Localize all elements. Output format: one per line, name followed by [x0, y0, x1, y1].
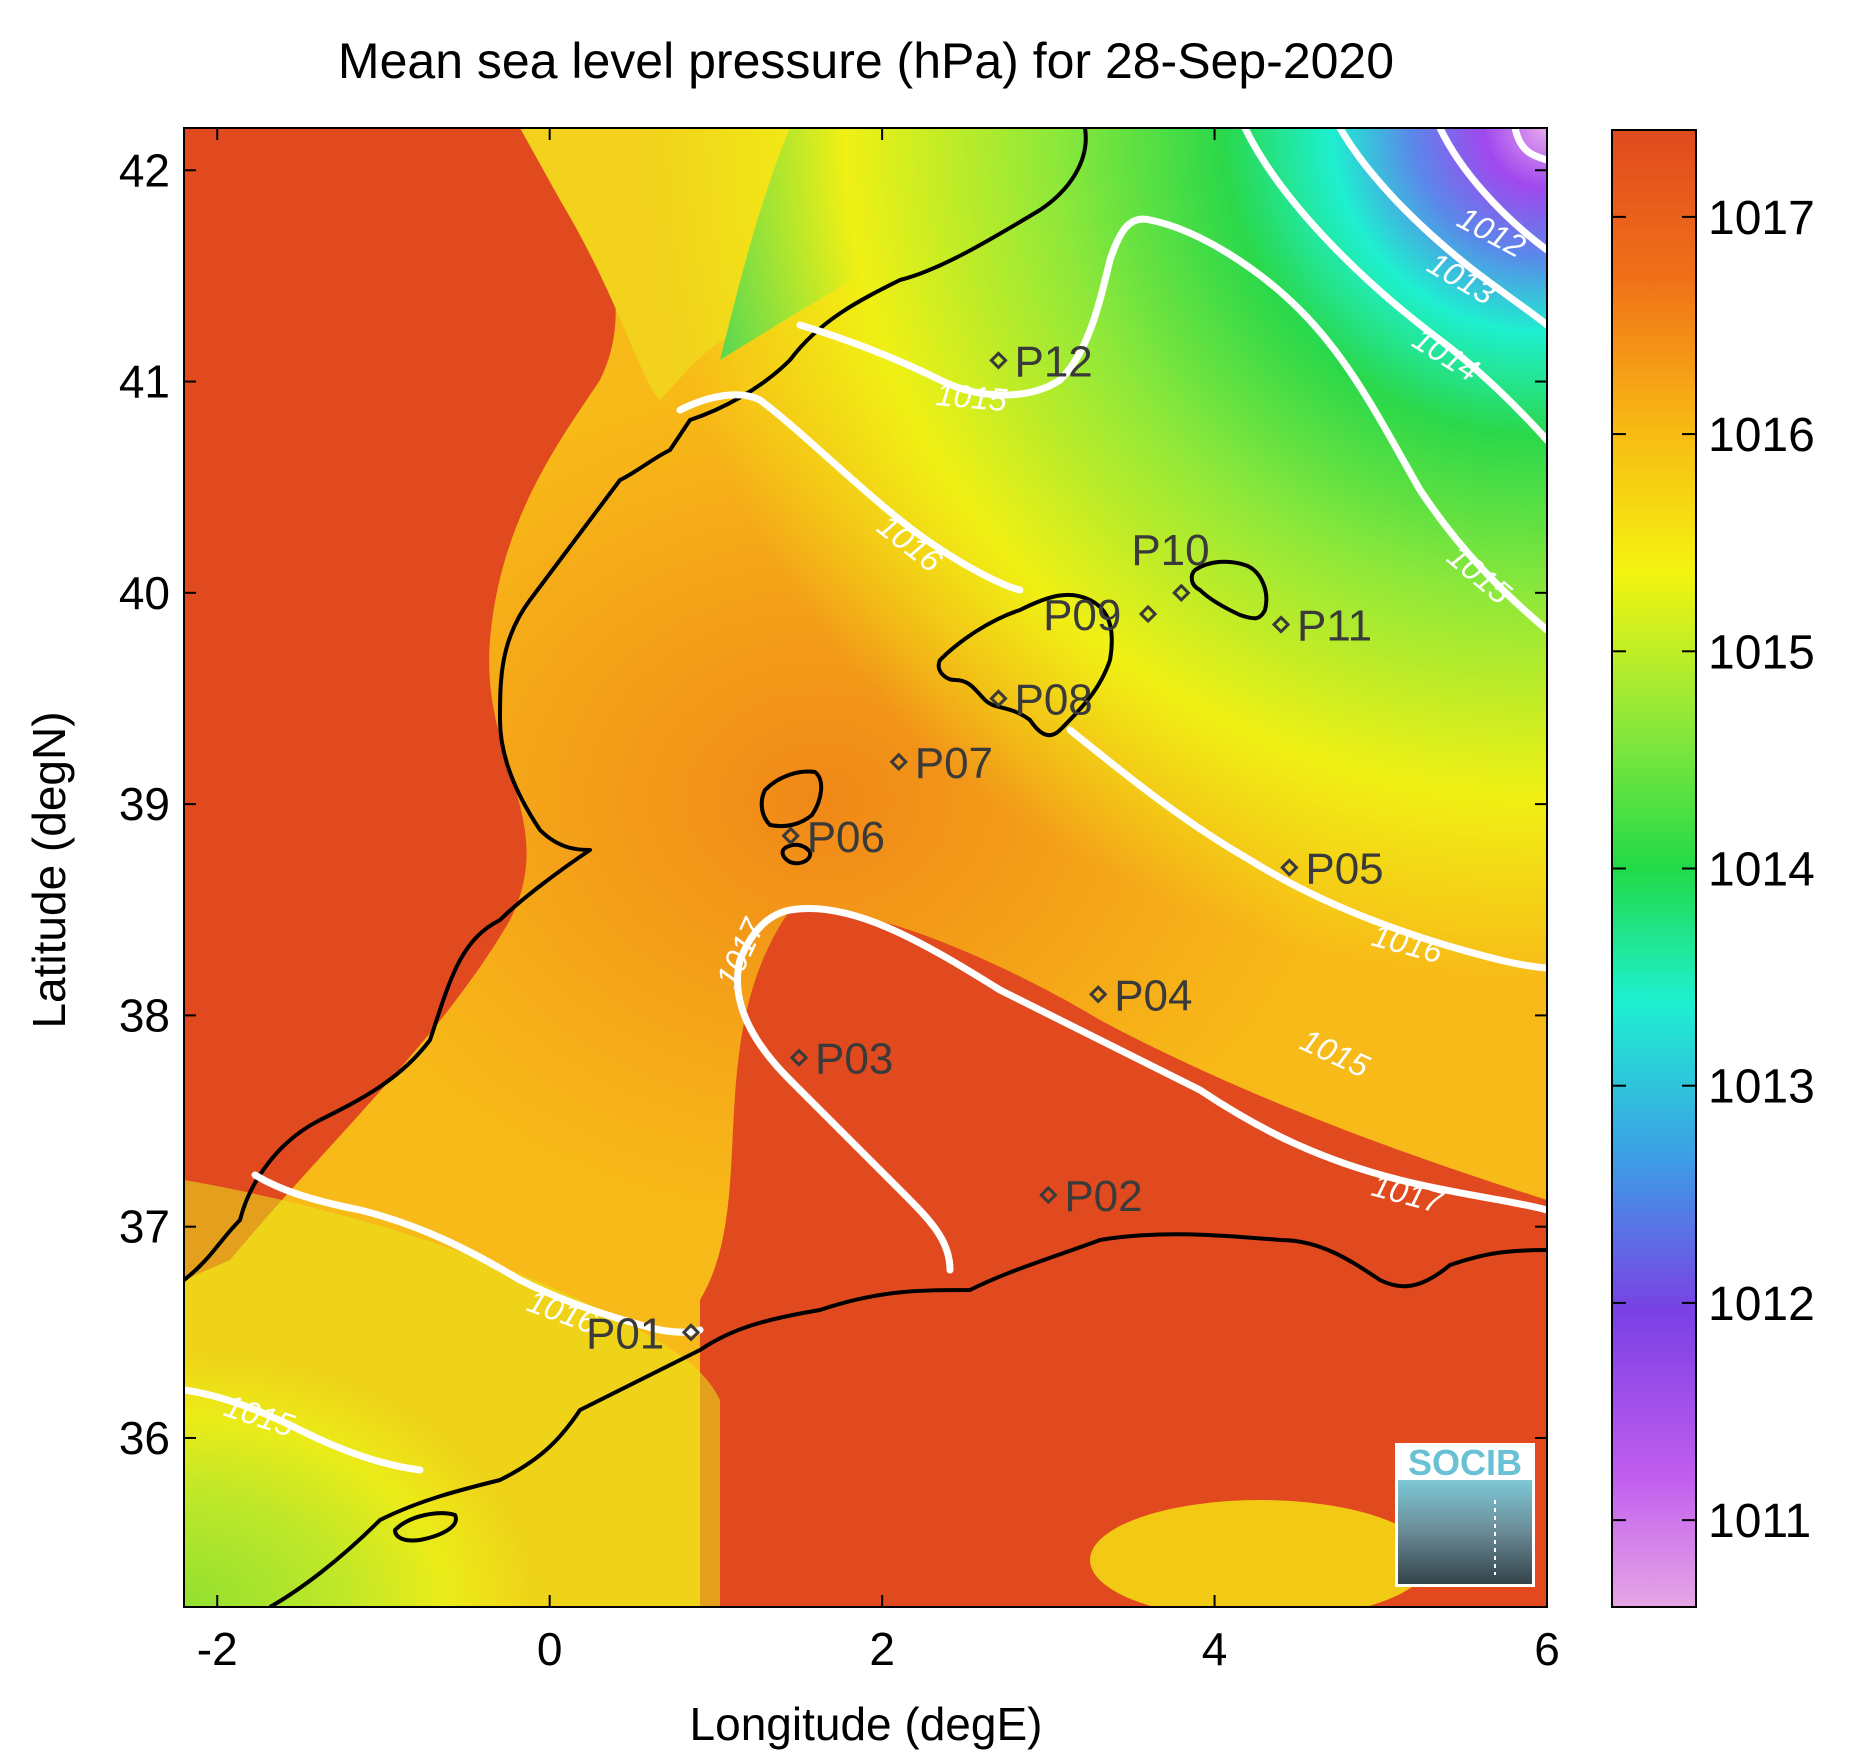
figure-title: Mean sea level pressure (hPa) for 28-Sep… [338, 33, 1394, 89]
station-p06: P06 [781, 813, 885, 862]
isobar-1016-south [251, 1171, 704, 1336]
isobar-1014 [1241, 128, 1547, 444]
station-marker-icon [1039, 1185, 1058, 1205]
socib-logo-text: SOCIB [1408, 1442, 1522, 1483]
isobar-label: 1015 [934, 376, 1008, 418]
colorbar-tick-label: 1011 [1708, 1495, 1811, 1548]
x-axis-label: Longitude (degE) [690, 1698, 1043, 1750]
x-tick-label: 0 [537, 1623, 563, 1675]
station-label: P08 [1014, 675, 1092, 724]
colorbar-tick-label: 1012 [1708, 1278, 1815, 1331]
y-tick-label: 39 [119, 778, 170, 830]
colorbar-tick-label: 1017 [1708, 192, 1815, 245]
isobar-1015-north [796, 215, 1547, 634]
station-p08: P08 [989, 675, 1093, 724]
station-p10: P10 [1131, 526, 1210, 603]
station-label: P04 [1114, 971, 1192, 1020]
station-p05: P05 [1280, 845, 1384, 894]
station-marker-icon [1138, 604, 1158, 624]
station-p07: P07 [889, 739, 993, 788]
menorca-coastline [1189, 559, 1269, 621]
station-label: P03 [815, 1035, 893, 1084]
station-label: P07 [915, 739, 993, 788]
station-p01: P01 [586, 1309, 701, 1358]
station-label: P10 [1131, 526, 1209, 575]
station-label: P01 [586, 1309, 664, 1358]
station-marker-icon [889, 752, 908, 772]
station-marker-icon [989, 689, 1008, 708]
y-tick-label: 38 [119, 989, 170, 1041]
station-marker-icon [1089, 985, 1108, 1004]
isobar-1012b [1436, 128, 1547, 254]
y-tick-label: 37 [119, 1201, 170, 1253]
y-tick-label: 41 [119, 356, 170, 408]
pressure-field [184, 128, 1547, 1607]
x-tick-label: 6 [1534, 1623, 1560, 1675]
colorbar-tick-label: 1014 [1708, 844, 1815, 897]
isobar-1017 [733, 905, 1547, 1274]
station-label: P12 [1014, 337, 1092, 386]
station-marker-icon [1280, 858, 1299, 877]
formentera-coastline [780, 842, 813, 866]
station-p02: P02 [1039, 1172, 1143, 1221]
x-tick-label: 2 [869, 1623, 895, 1675]
isobar-1016-north [676, 391, 1024, 594]
y-tick-label: 42 [119, 144, 170, 196]
station-marker-icon [1271, 615, 1291, 634]
isobar-1012 [1511, 128, 1547, 164]
station-label: P09 [1043, 591, 1121, 640]
station-marker-icon [1172, 583, 1191, 603]
station-p09: P09 [1043, 591, 1158, 640]
station-p04: P04 [1089, 971, 1193, 1020]
station-p12: P12 [989, 337, 1093, 386]
x-tick-label: 4 [1202, 1623, 1228, 1675]
ibiza-coastline [759, 769, 824, 829]
plot-frame [183, 127, 1548, 1608]
isobars [184, 128, 1547, 1474]
station-p11: P11 [1271, 602, 1372, 651]
x-tick-label: -2 [197, 1623, 238, 1675]
station-marker-icon [989, 351, 1008, 370]
isobar-1013 [1336, 128, 1547, 329]
station-marker-icon [681, 1323, 701, 1342]
colorbar: 1011 1012 1013 1014 1015 1016 1017 [1611, 129, 1815, 1608]
y-tick-label: 40 [119, 567, 170, 619]
y-axis-ticks: 36 37 38 39 40 41 42 [119, 144, 1547, 1464]
isobar-1016-east [1066, 726, 1547, 972]
colorbar-tick-label: 1015 [1708, 626, 1815, 679]
iberian-coastline [184, 128, 1088, 1282]
station-label: P06 [807, 813, 885, 862]
station-marker-icon [789, 1048, 809, 1067]
alboran-coastline [393, 1511, 458, 1543]
station-p03: P03 [789, 1035, 893, 1084]
colorbar-ticks: 1011 1012 1013 1014 1015 1016 1017 [1612, 192, 1815, 1548]
mallorca-coastline [936, 592, 1114, 738]
colorbar-tick-label: 1013 [1708, 1061, 1815, 1114]
station-marker-icon [781, 826, 800, 845]
y-axis-label: Latitude (degN) [23, 711, 75, 1028]
station-label: P02 [1064, 1172, 1142, 1221]
north-africa-coastline [269, 1232, 1547, 1607]
station-label: P05 [1305, 845, 1383, 894]
isobar-1015-south [184, 1386, 424, 1474]
y-tick-label: 36 [119, 1412, 170, 1464]
x-axis-ticks: -2 0 2 4 6 [197, 128, 1560, 1675]
station-label: P11 [1297, 602, 1372, 651]
coastlines [184, 128, 1547, 1607]
colorbar-tick-label: 1016 [1708, 409, 1815, 462]
socib-logo: SOCIB [1395, 1442, 1535, 1587]
